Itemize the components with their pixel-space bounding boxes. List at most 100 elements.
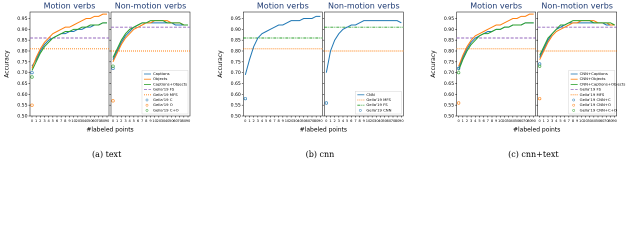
x-tick-label: 8 <box>491 119 494 123</box>
legend-label: Objects <box>153 76 167 81</box>
y-tick-label: 0.95 <box>231 16 241 22</box>
x-tick-label: 7 <box>568 119 570 123</box>
x-tick-label: 30 <box>293 119 298 123</box>
series-line <box>539 22 615 58</box>
x-tick-label: 50 <box>382 119 387 123</box>
x-tick-label: 1 <box>248 119 250 123</box>
x-tick-label: 10 <box>285 119 290 123</box>
y-tick-label: 0.90 <box>17 27 27 33</box>
caption: (a) text <box>92 150 122 159</box>
baseline-point <box>30 103 34 107</box>
x-tick-label: 4 <box>48 119 51 123</box>
x-tick-label: 7 <box>273 119 275 123</box>
x-tick-label: 2 <box>253 119 255 123</box>
baseline-point <box>538 62 542 66</box>
x-tick-label: 7 <box>487 119 489 123</box>
panel-title: Non-motion verbs <box>115 2 187 11</box>
figure: Accuracy #labeled points (a) text Motion ve… <box>4 2 626 160</box>
x-tick-label: 9 <box>576 119 579 123</box>
y-tick-label: 0.50 <box>17 114 27 120</box>
x-tick-label: 60 <box>387 119 392 123</box>
legend-label: Gella'19 O <box>153 102 173 107</box>
x-tick-label: 7 <box>354 119 356 123</box>
x-tick-label: 5 <box>133 119 135 123</box>
x-tick-label: 8 <box>278 119 281 123</box>
y-tick-label: 0.70 <box>17 70 27 76</box>
legend-label: Gella'19 C <box>153 97 173 102</box>
x-tick-label: 5 <box>265 119 267 123</box>
legend-box <box>355 90 402 115</box>
legend-label: Gella'19 CNN <box>366 107 391 112</box>
x-tick-label: 4 <box>555 119 558 123</box>
x-tick-label: 2 <box>334 119 336 123</box>
caption: (b) cnn <box>306 150 335 159</box>
caption: (c) cnn+text <box>508 150 559 159</box>
y-tick-label: 0.60 <box>17 92 27 98</box>
legend-swatch <box>572 103 576 107</box>
x-tick-label: 8 <box>572 119 575 123</box>
x-tick-label: 20 <box>157 119 162 123</box>
x-tick-label: 4 <box>261 119 264 123</box>
x-tick-label: 0 <box>31 119 34 123</box>
baseline-point <box>457 66 461 70</box>
y-tick-label: 0.65 <box>444 81 454 87</box>
x-tick-label: 0 <box>539 119 542 123</box>
x-tick-label: 90 <box>186 119 191 123</box>
x-tick-label: 1 <box>462 119 464 123</box>
x-tick-label: 2 <box>120 119 122 123</box>
baseline-point <box>457 71 461 75</box>
x-tick-label: 3 <box>338 119 340 123</box>
x-tick-label: 10 <box>152 119 157 123</box>
legend-swatch <box>145 103 149 107</box>
x-tick-label: 50 <box>515 119 520 123</box>
x-tick-label: 0 <box>112 119 115 123</box>
series-line <box>31 22 107 71</box>
x-tick-label: 40 <box>592 119 597 123</box>
x-tick-label: 0 <box>458 119 461 123</box>
legend-swatch <box>572 98 576 102</box>
x-tick-label: 90 <box>318 119 323 123</box>
x-tick-label: 40 <box>511 119 516 123</box>
y-tick-label: 0.55 <box>444 103 454 109</box>
legend-label: CNN+Objects <box>580 76 606 81</box>
x-tick-label: 20 <box>583 119 588 123</box>
y-tick-label: 0.65 <box>17 81 27 87</box>
legend-label: Gella'19 CNN+C <box>580 97 611 102</box>
x-tick-label: 60 <box>519 119 524 123</box>
x-tick-label: 80 <box>608 119 613 123</box>
y-tick-label: 0.80 <box>17 49 27 55</box>
x-tick-label: 9 <box>363 119 366 123</box>
x-tick-label: 6 <box>56 119 59 123</box>
x-tick-label: 3 <box>257 119 259 123</box>
x-tick-label: 70 <box>391 119 396 123</box>
x-tick-label: 8 <box>359 119 362 123</box>
x-tick-label: 60 <box>92 119 97 123</box>
y-tick-label: 0.75 <box>444 59 454 65</box>
x-tick-label: 70 <box>310 119 315 123</box>
legend-label: Gella'19 FS <box>366 102 388 107</box>
x-tick-label: 60 <box>173 119 178 123</box>
x-tick-label: 3 <box>124 119 126 123</box>
x-tick-label: 90 <box>531 119 536 123</box>
x-tick-label: 80 <box>527 119 532 123</box>
x-tick-label: 6 <box>483 119 486 123</box>
legend-box <box>141 70 189 115</box>
x-tick-label: 5 <box>559 119 561 123</box>
x-tick-label: 8 <box>64 119 67 123</box>
x-tick-label: 4 <box>342 119 345 123</box>
x-tick-label: 1 <box>329 119 331 123</box>
x-tick-label: 10 <box>498 119 503 123</box>
y-tick-label: 0.75 <box>17 59 27 65</box>
x-tick-label: 40 <box>165 119 170 123</box>
x-tick-label: 10 <box>71 119 76 123</box>
x-tick-label: 20 <box>370 119 375 123</box>
y-tick-label: 0.85 <box>444 38 454 44</box>
legend-label: Gella'19 MFS <box>580 92 605 97</box>
y-tick-label: 0.70 <box>231 70 241 76</box>
x-tick-label: 2 <box>39 119 41 123</box>
series-line <box>244 15 321 75</box>
x-tick-label: 1 <box>35 119 37 123</box>
x-tick-label: 5 <box>346 119 348 123</box>
x-axis-label: #labeled points <box>300 127 347 134</box>
legend-label: CNN <box>366 92 374 97</box>
